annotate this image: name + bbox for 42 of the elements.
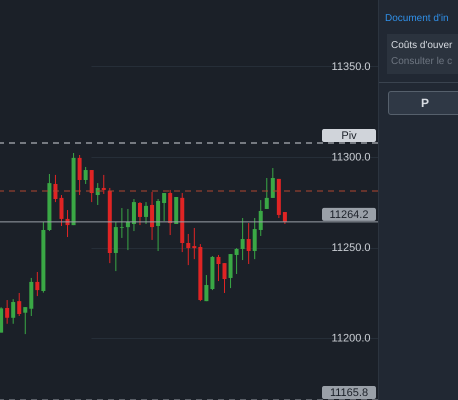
candlestick	[11, 298, 16, 324]
candlestick	[270, 168, 275, 198]
candlestick	[258, 200, 263, 236]
y-tick-label: 11250.0	[332, 242, 370, 254]
candlestick	[186, 233, 190, 266]
candlestick	[5, 300, 10, 324]
candlestick	[96, 182, 100, 206]
text: Document d'in	[385, 13, 449, 24]
candlestick	[204, 274, 208, 302]
ref-line-label: 11165.8	[330, 387, 368, 399]
candlestick	[222, 262, 227, 294]
candlestick	[264, 178, 269, 210]
candlestick	[102, 174, 106, 194]
y-tick-label: 11350.0	[332, 60, 370, 73]
info-card: Coûts d'ouver Consulter le c	[387, 34, 458, 74]
ref-line-label: 11264.2	[330, 208, 368, 221]
candlestick	[252, 218, 257, 260]
text: P	[421, 96, 430, 110]
candlestick	[17, 292, 22, 316]
candlestick	[90, 170, 94, 203]
candlestick	[59, 194, 64, 226]
candlestick	[240, 218, 245, 261]
candlestick	[150, 191, 154, 240]
candlestick	[35, 271, 40, 297]
candlestick	[216, 254, 220, 282]
candlestick	[144, 202, 148, 224]
candlestick	[78, 154, 82, 196]
candlestick	[228, 254, 233, 289]
candlestick	[132, 198, 136, 232]
ref-line-label: Piv	[341, 130, 358, 142]
candlestick	[162, 192, 166, 222]
y-tick-label: 11200.0	[332, 332, 370, 345]
y-tick-label: 11300.0	[332, 151, 370, 164]
candlestick	[23, 306, 28, 335]
candlestick	[53, 174, 58, 203]
candlestick	[192, 227, 196, 260]
candlestick	[84, 166, 88, 184]
candlestick	[234, 248, 239, 274]
candlestick	[120, 208, 124, 238]
candlestick	[282, 212, 287, 224]
candlestick	[138, 202, 142, 226]
candlestick	[246, 222, 251, 265]
